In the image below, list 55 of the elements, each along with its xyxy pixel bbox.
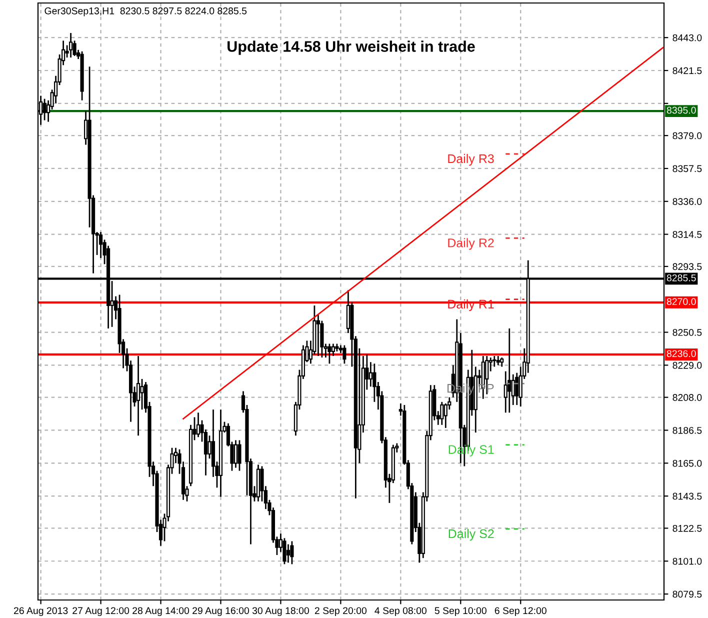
candlestick: [286, 544, 290, 564]
candlestick: [496, 355, 500, 366]
candlestick: [440, 401, 444, 426]
candlestick: [238, 439, 242, 472]
candlestick: [492, 355, 496, 368]
candlestick: [328, 343, 332, 364]
text: Update 14.58 Uhr weisheit in trade: [228, 40, 475, 55]
y-tick-label: 8186.5: [672, 426, 702, 434]
y-tick-label: 8101.0: [672, 558, 702, 565]
chart-subtitle: Ger30Sep13,H1 8230.5 8297.5 8224.0 8285.5: [44, 7, 247, 16]
candlestick: [508, 328, 512, 414]
y-tick-label: 8314.5: [672, 231, 702, 238]
candlestick: [196, 412, 200, 438]
series-label: Daily R2: [448, 238, 494, 250]
candlestick: [69, 32, 73, 58]
candlestick: [342, 344, 346, 364]
candlestick: [42, 98, 46, 121]
series-label: Daily S2: [448, 528, 494, 541]
candlestick: [316, 314, 320, 357]
x-tick-label: 30 Aug 18:00: [252, 607, 309, 616]
candlestick: [500, 356, 504, 368]
y-tick-label: 8208.0: [672, 394, 702, 401]
y-tick-label: 8165.0: [672, 460, 702, 467]
y-tick-label: 8443.0: [672, 34, 702, 42]
series-label: Daily R3: [448, 154, 494, 166]
x-tick-label: 6 Sep 12:00: [494, 607, 546, 616]
x-tick-label: 5 Sep 10:00: [434, 607, 486, 616]
x-tick-label: 27 Aug 12:00: [72, 607, 130, 616]
x-tick-label: 29 Aug 16:00: [192, 607, 250, 616]
y-tick-label: 8143.5: [672, 492, 702, 500]
y-tick-label: 8336.0: [672, 198, 702, 206]
y-tick-label: 8250.5: [672, 329, 702, 336]
candlestick: [515, 372, 519, 406]
candlestick: [282, 537, 286, 565]
x-tick-label: 4 Sep 08:00: [374, 607, 427, 616]
x-tick-label: 28 Aug 14:00: [132, 607, 190, 616]
ref-line-label: 8395.0: [666, 106, 696, 114]
ref-line-label: 8270.0: [666, 298, 696, 306]
y-tick-label: 8293.5: [672, 263, 702, 270]
x-tick-label: 2 Sep 20:00: [314, 607, 367, 616]
candlestick: [234, 439, 238, 468]
candlestick: [290, 540, 294, 565]
x-tick-label: 26 Aug 2013: [14, 607, 68, 616]
y-tick-label: 8229.0: [672, 362, 702, 369]
ref-line-label: 8236.0: [666, 350, 696, 358]
y-tick-label: 8421.5: [672, 67, 702, 74]
candlestick: [331, 343, 335, 357]
y-tick-label: 8122.5: [672, 524, 702, 532]
y-tick-label: 8357.5: [672, 165, 702, 172]
y-tick-label: 8079.5: [672, 590, 702, 598]
ref-line-label: 8285.5: [666, 274, 696, 282]
y-tick-label: 8379.0: [672, 132, 702, 140]
candlestick: [140, 378, 144, 410]
candlestick: [368, 361, 372, 388]
candlestick: [136, 355, 140, 436]
